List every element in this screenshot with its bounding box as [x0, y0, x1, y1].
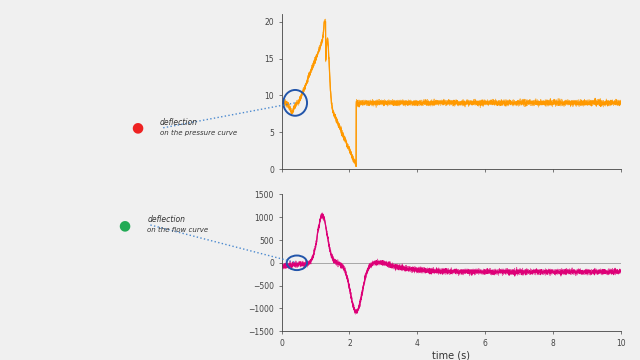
Text: deflection: deflection	[160, 118, 198, 127]
Text: ●: ●	[132, 121, 143, 135]
Text: ●: ●	[119, 218, 131, 232]
Text: deflection: deflection	[147, 215, 185, 224]
Text: on the pressure curve: on the pressure curve	[160, 130, 237, 136]
X-axis label: time (s): time (s)	[432, 351, 470, 360]
Text: on the flow curve: on the flow curve	[147, 228, 209, 233]
